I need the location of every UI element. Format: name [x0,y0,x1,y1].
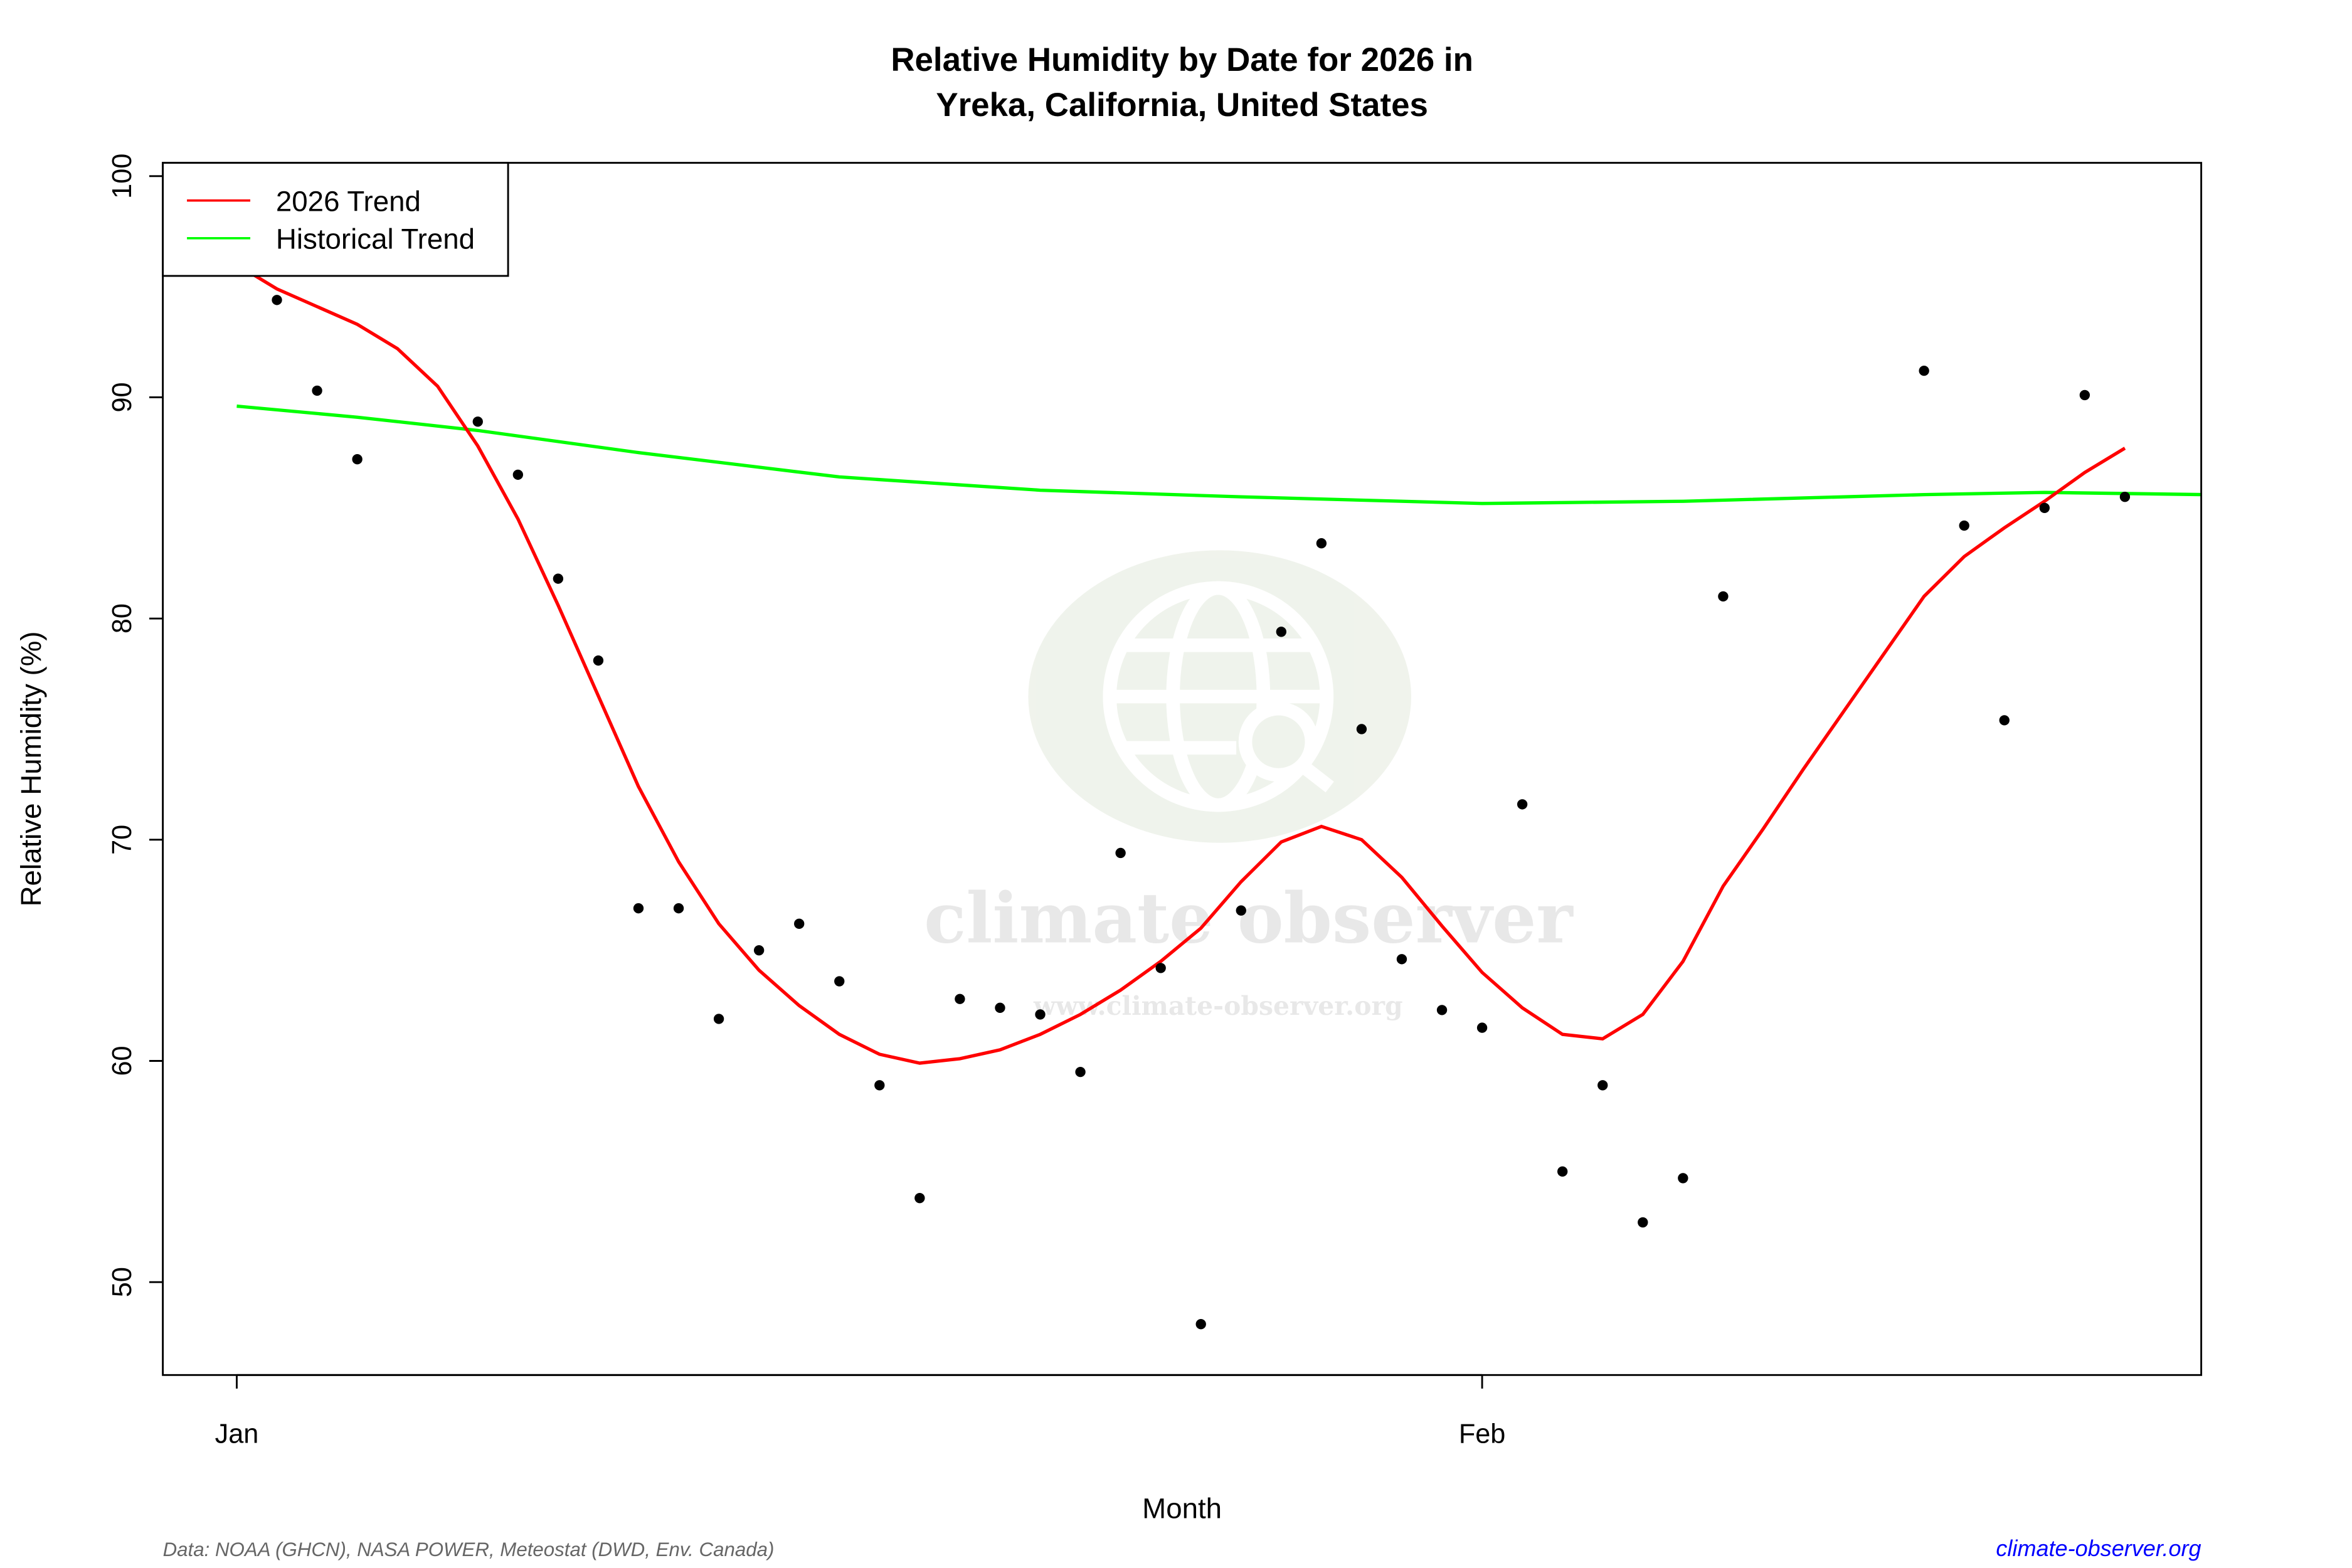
data-point [1356,724,1367,734]
x-tick-label: Jan [215,1419,259,1449]
data-point [1597,1080,1608,1091]
legend: 2026 Trend Historical Trend [162,162,509,277]
data-point [713,1014,724,1024]
data-point [995,1002,1005,1014]
data-point [914,1192,925,1204]
chart-title: Relative Humidity by Date for 2026 in [891,41,1473,78]
data-point [1476,1022,1488,1033]
legend-label-2026-trend: 2026 Trend [276,186,421,218]
watermark: climate observer www.climate-observer.or… [924,550,1574,1021]
data-point [1155,963,1166,973]
data-point [1517,799,1528,810]
data-point [553,573,564,584]
globe-search-icon [1103,581,1334,812]
data-point [1557,1166,1568,1177]
data-point [874,1080,885,1091]
legend-box [162,162,509,277]
data-point [1035,1009,1046,1020]
data-point [2039,502,2050,513]
x-axis-label: Month [1142,1493,1222,1525]
data-point [1678,1173,1688,1184]
y-tick-label: 80 [107,603,137,633]
data-point [2079,389,2090,401]
data-point [1638,1217,1648,1228]
y-tick-label: 60 [107,1046,137,1076]
data-point [1316,538,1327,549]
data-point [633,903,644,914]
data-point [1276,627,1286,637]
data-source-note: Data: NOAA (GHCN), NASA POWER, Meteostat… [163,1539,775,1560]
data-point [1195,1319,1206,1330]
x-tick-label: Feb [1459,1419,1506,1449]
climate-observer-link[interactable]: climate-observer.org [1996,1535,2201,1561]
data-point [472,416,483,427]
data-point [1396,954,1407,965]
data-point [512,469,524,480]
series-line-historical-trend [236,404,2201,506]
y-tick-label: 100 [107,154,137,199]
data-point [1436,1005,1448,1015]
data-point [1718,591,1729,602]
data-point [2119,491,2131,502]
data-point [1236,905,1246,916]
data-point [1115,847,1126,859]
y-axis-label: Relative Humidity (%) [15,632,47,907]
data-point [352,454,363,465]
data-point [1075,1066,1086,1078]
data-point [794,918,805,930]
data-point [955,993,965,1004]
data-point [1999,715,2010,726]
watermark-brand: climate observer [924,877,1574,959]
data-point [593,655,604,666]
legend-label-historical-trend: Historical Trend [276,223,475,255]
y-tick-label: 70 [107,825,137,855]
data-point [272,295,282,305]
data-point [673,903,684,914]
series-line-2026-trend [236,263,2126,1065]
y-tick-label: 50 [107,1267,137,1297]
watermark-url: www.climate-observer.org [1033,991,1403,1021]
chart-subtitle: Yreka, California, United States [936,87,1428,124]
data-point [312,385,322,396]
y-tick-label: 90 [107,382,137,412]
data-point [1959,520,1969,531]
data-point [834,976,845,987]
data-point [1919,365,1929,376]
data-point [753,945,765,956]
